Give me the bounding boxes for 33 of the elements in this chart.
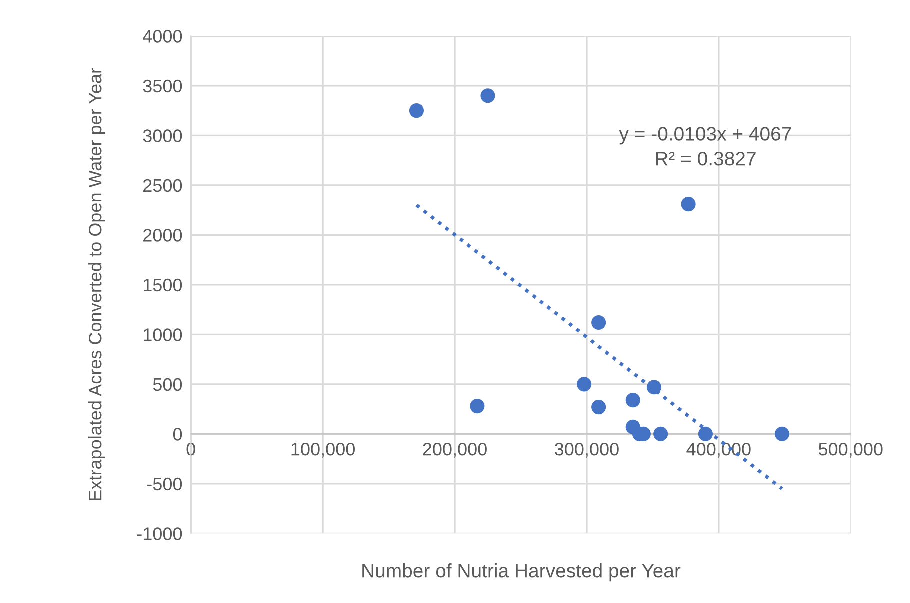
- y-tick-label: 1500: [144, 278, 182, 292]
- y-tick-label: 1000: [144, 328, 182, 342]
- y-tick-label: 2500: [144, 179, 182, 192]
- x-tick-label: 400,000: [686, 442, 751, 458]
- point: [592, 315, 606, 330]
- point: [626, 393, 640, 408]
- x-tick-label: 100,000: [292, 442, 355, 458]
- x-tick-label: 500,000: [818, 442, 883, 458]
- y-tick-label: -500: [147, 478, 182, 491]
- y-tick-label: 2000: [144, 229, 182, 242]
- point: [681, 197, 696, 212]
- y-tick-label: 3500: [143, 80, 182, 93]
- y-tick-label: -1000: [137, 528, 182, 540]
- x-axis-title: Number of Nutria Harvested per Year: [362, 564, 681, 582]
- y-tick-label: 500: [153, 378, 182, 392]
- y-tick-label: 4000: [143, 30, 182, 43]
- point: [470, 399, 485, 414]
- point: [409, 104, 424, 118]
- point: [654, 426, 668, 442]
- x-tick-label: 200,000: [423, 442, 487, 458]
- annotation: y = -0.0103x + 4067: [619, 127, 792, 145]
- y-tick-label: 3000: [143, 130, 182, 142]
- x-tick-label: 0: [186, 442, 196, 456]
- x-tick-label: 300,000: [555, 442, 619, 458]
- point: [698, 426, 713, 442]
- point: [774, 426, 790, 442]
- y-axis-title: Extrapolated Acres Converted to Open Water per Year: [88, 68, 106, 500]
- point: [480, 88, 496, 104]
- annotation: R² = 0.3827: [656, 152, 756, 166]
- point: [577, 377, 592, 392]
- y-tick-label: 0: [173, 428, 182, 441]
- point: [646, 380, 662, 395]
- point: [592, 400, 606, 415]
